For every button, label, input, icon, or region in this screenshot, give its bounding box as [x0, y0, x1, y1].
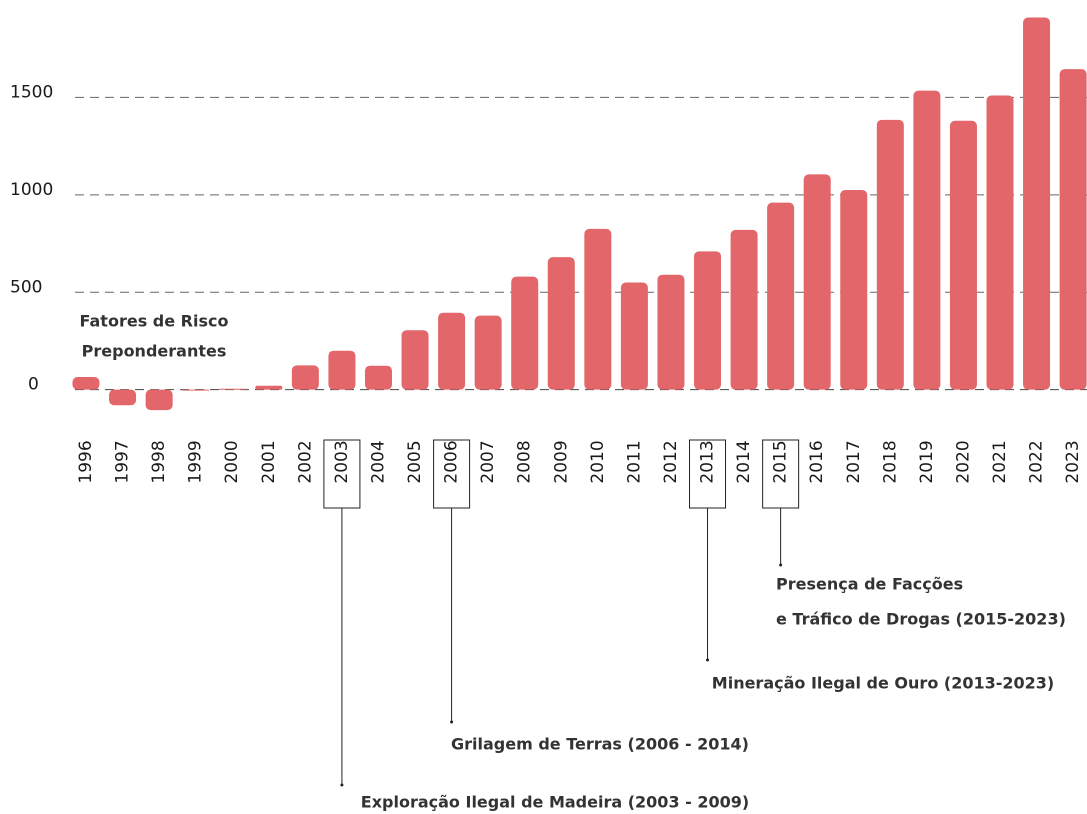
bar [182, 389, 210, 391]
bar [72, 377, 100, 390]
annotation: Exploração Ilegal de Madeira (2003 - 200… [361, 793, 749, 812]
bar [474, 315, 502, 390]
x-tick-label: 2006 [442, 440, 462, 483]
x-tick-label: 2003 [332, 440, 352, 483]
connector-dot [706, 658, 710, 662]
bar [986, 95, 1014, 390]
annotation-title: Preponderantes [82, 342, 227, 361]
annotation: e Tráfico de Drogas (2015-2023) [776, 610, 1066, 629]
bar [438, 312, 466, 390]
bar [584, 228, 612, 390]
x-tick-label: 2008 [515, 440, 535, 483]
x-tick-label: 1997 [113, 440, 133, 483]
x-tick-label: 2005 [405, 440, 425, 483]
x-tick-label: 2014 [734, 440, 754, 483]
x-tick-label: 2009 [551, 440, 571, 483]
annotation: Grilagem de Terras (2006 - 2014) [451, 735, 749, 754]
y-tick-label: 0 [28, 375, 39, 395]
x-tick-label: 2019 [917, 440, 937, 483]
x-tick-label: 2000 [222, 440, 242, 483]
bar [913, 90, 941, 390]
bar [401, 330, 429, 390]
x-tick-label: 2018 [880, 440, 900, 483]
bar [730, 229, 758, 390]
bar [694, 251, 722, 390]
x-tick-label: 2016 [807, 440, 827, 483]
bar [291, 365, 319, 390]
x-tick-label: 2007 [478, 440, 498, 483]
bar [620, 282, 648, 390]
x-tick-label: 2021 [990, 440, 1010, 483]
bar [840, 189, 868, 390]
bar [145, 389, 173, 411]
bar [803, 174, 831, 390]
x-tick-label: 2023 [1063, 440, 1083, 483]
x-tick-label: 1996 [76, 440, 96, 483]
bar [876, 119, 904, 390]
y-tick-label: 500 [10, 277, 42, 297]
x-tick-label: 2001 [259, 440, 279, 483]
bar [328, 350, 356, 390]
y-tick-label: 1000 [10, 180, 53, 200]
connector-dot [779, 563, 783, 567]
x-tick-label: 2012 [661, 440, 681, 483]
bar [255, 385, 283, 390]
annotation: Mineração Ilegal de Ouro (2013-2023) [712, 674, 1054, 693]
bar [511, 276, 539, 390]
bar [109, 389, 137, 406]
bar [1023, 17, 1051, 390]
x-tick-label: 2004 [368, 440, 388, 483]
bar [218, 388, 246, 390]
x-tick-label: 2022 [1027, 440, 1047, 483]
annotation: Presença de Facções [776, 575, 963, 594]
bar [949, 120, 977, 390]
bar [364, 365, 392, 390]
x-tick-label: 1998 [149, 440, 169, 483]
x-tick-label: 2015 [771, 440, 791, 483]
x-tick-label: 2013 [698, 440, 718, 483]
bar [657, 274, 685, 390]
bar [547, 257, 575, 390]
bar [767, 202, 795, 390]
connector-dot [340, 783, 344, 787]
x-tick-label: 2010 [588, 440, 608, 483]
bar [1059, 69, 1087, 390]
x-tick-label: 2002 [295, 440, 315, 483]
x-tick-label: 2011 [624, 440, 644, 483]
x-tick-label: 2017 [844, 440, 864, 483]
x-tick-label: 2020 [953, 440, 973, 483]
y-tick-label: 1500 [10, 82, 53, 102]
x-tick-label: 1999 [186, 440, 206, 483]
annotation-title: Fatores de Risco [80, 312, 229, 331]
connector-dot [450, 720, 454, 724]
